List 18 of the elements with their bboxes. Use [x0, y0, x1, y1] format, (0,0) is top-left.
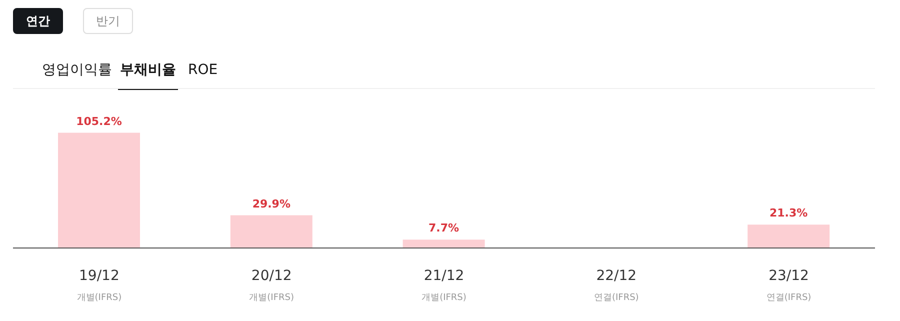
text: 반기 [83, 8, 133, 34]
data-label: 7.7% [428, 222, 460, 235]
x-tick-label: 22/12 연결(IFRS) [594, 268, 639, 303]
x-tick-label: 20/12 개별(IFRS) [249, 268, 294, 303]
text: 연간 [13, 8, 63, 34]
text: ROE [187, 61, 219, 80]
data-label: 105.2% [76, 114, 122, 128]
bar [230, 215, 312, 248]
data-label: 21.3% [770, 206, 808, 220]
bar [748, 224, 830, 248]
x-tick-label: 21/12 개별(IFRS) [422, 268, 466, 303]
bar [58, 132, 140, 248]
text: 영업이익률 [41, 61, 113, 80]
text: 부채비율 [118, 60, 178, 90]
x-tick-label: 23/12 연결(IFRS) [766, 268, 812, 303]
data-label: 29.9% [252, 197, 290, 210]
x-tick-label: 19/12 개별(IFRS) [76, 268, 122, 303]
bar [402, 240, 485, 248]
